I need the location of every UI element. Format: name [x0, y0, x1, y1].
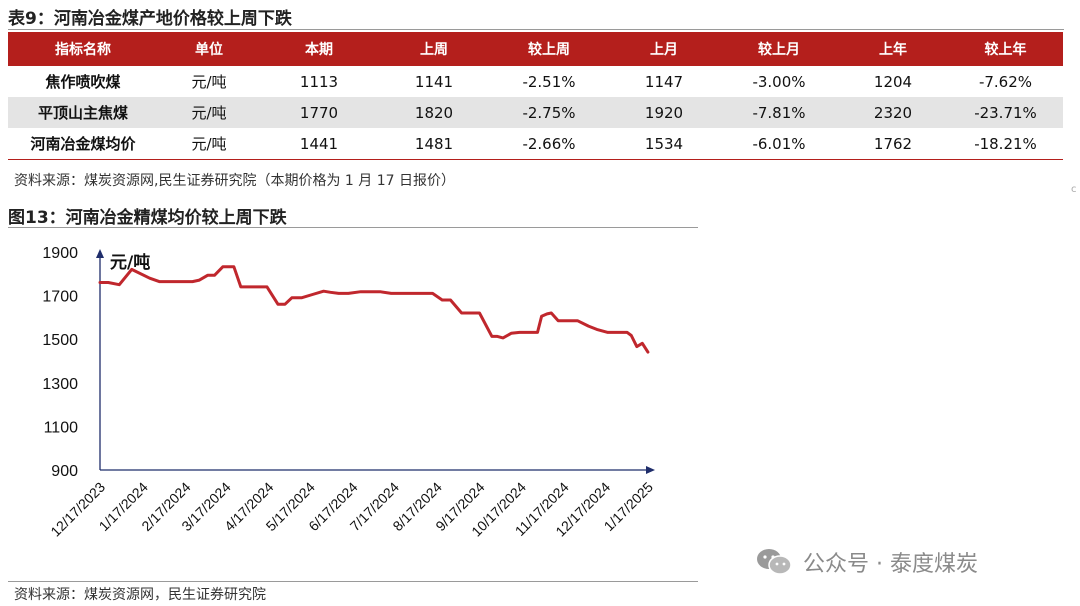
table-row: 河南冶金煤均价 元/吨 1441 1481 -2.66% 1534 -6.01%…: [8, 128, 1063, 160]
y-axis-arrow: [96, 249, 104, 258]
cell-last-year: 1762: [838, 128, 948, 160]
header-last-year: 上年: [838, 32, 948, 66]
y-tick-label: 1500: [42, 332, 78, 349]
cell-vs-last-year: -18.21%: [948, 128, 1063, 160]
series-line: [98, 265, 650, 354]
table-row: 平顶山主焦煤 元/吨 1770 1820 -2.75% 1920 -7.81% …: [8, 97, 1063, 128]
y-tick-label: 900: [51, 463, 78, 480]
figure-title: 图13：河南冶金精煤均价较上周下跌: [8, 208, 287, 228]
row-name: 焦作喷吹煤: [45, 73, 121, 91]
y-tick-label: 1700: [42, 289, 78, 306]
cell-unit: 元/吨: [158, 128, 260, 160]
cell-last-week: 1481: [378, 128, 490, 160]
wechat-icon: [757, 549, 792, 575]
cell-vs-last-month: -7.81%: [720, 97, 838, 128]
header-vs-last-week: 较上周: [490, 32, 608, 66]
cell-last-week: 1820: [378, 97, 490, 128]
cell-vs-last-month: -6.01%: [720, 128, 838, 160]
cell-last-month: 1920: [608, 97, 720, 128]
header-last-month: 上月: [608, 32, 720, 66]
watermark-text: 公众号 · 泰度煤炭: [803, 552, 978, 577]
table-row: 焦作喷吹煤 元/吨 1113 1141 -2.51% 1147 -3.00% 1…: [8, 66, 1063, 97]
unit-label: 元/吨: [110, 252, 150, 273]
x-axis-arrow: [646, 466, 655, 474]
cell-last-month: 1534: [608, 128, 720, 160]
y-tick-label: 1300: [42, 376, 78, 393]
cell-vs-last-week: -2.66%: [490, 128, 608, 160]
cell-current: 1441: [260, 128, 378, 160]
y-tick-label: 1900: [42, 245, 78, 262]
figure-bottom-rule: [8, 581, 698, 582]
table-title-rule: [8, 29, 1064, 30]
table-title: 表9：河南冶金煤产地价格较上周下跌: [8, 9, 292, 29]
cell-vs-last-week: -2.51%: [522, 72, 576, 91]
row-name: 平顶山主焦煤: [8, 97, 158, 128]
header-last-week: 上周: [378, 32, 490, 66]
cell-last-year: 2320: [838, 97, 948, 128]
cell-vs-last-month: -3.00%: [752, 72, 806, 91]
header-current: 本期: [260, 32, 378, 66]
cell-last-year: 1204: [873, 72, 913, 91]
cell-vs-last-year: -23.71%: [948, 97, 1063, 128]
table-source-note: 资料来源：煤炭资源网,民生证券研究院（本期价格为 1 月 17 日报价）: [14, 173, 455, 189]
cell-last-month: 1147: [644, 72, 684, 91]
watermark: 公众号 · 泰度煤炭: [755, 546, 978, 578]
table-header-row: 指标名称 单位 本期 上周 较上周 上月 较上月 上年 较上年: [8, 32, 1063, 66]
y-tick-label: 1100: [44, 419, 79, 436]
corner-mark: c: [1071, 184, 1077, 195]
cell-vs-last-week: -2.75%: [490, 97, 608, 128]
figure-title-rule: [8, 227, 698, 228]
cell-unit: 元/吨: [158, 97, 260, 128]
header-vs-last-month: 较上月: [720, 32, 838, 66]
header-unit: 单位: [158, 32, 260, 66]
row-name: 河南冶金煤均价: [8, 128, 158, 160]
cell-unit: 元/吨: [191, 73, 227, 91]
cell-current: 1113: [299, 72, 339, 91]
price-table: 指标名称 单位 本期 上周 较上周 上月 较上月 上年 较上年 焦作喷吹煤 元/…: [8, 32, 1063, 160]
cell-vs-last-year: -7.62%: [978, 72, 1033, 91]
x-tick-label: 12/17/2023: [47, 479, 108, 540]
cell-current: 1770: [260, 97, 378, 128]
figure-source-note: 资料来源：煤炭资源网，民生证券研究院: [14, 587, 266, 603]
cell-last-week: 1141: [414, 72, 454, 91]
header-vs-last-year: 较上年: [948, 32, 1063, 66]
header-indicator: 指标名称: [8, 32, 158, 66]
